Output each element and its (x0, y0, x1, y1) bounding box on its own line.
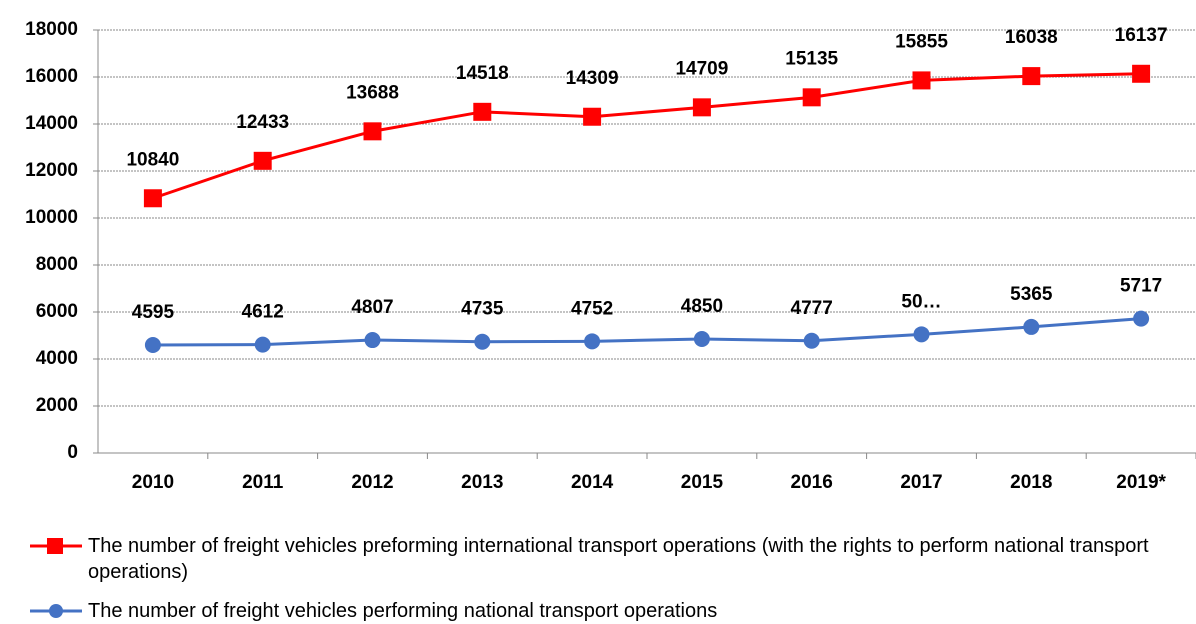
x-tick-label: 2019* (1116, 472, 1166, 493)
marker (803, 332, 820, 349)
y-tick-label: 4000 (36, 348, 78, 369)
x-tick-label: 2018 (1010, 472, 1052, 493)
marker (364, 332, 381, 349)
marker (692, 98, 711, 117)
y-tick-label: 8000 (36, 254, 78, 275)
value-label: 4850 (681, 296, 723, 317)
plot: 0 2000 4000 6000 8000 10000 12000 14000 16000 180… (25, 19, 1196, 493)
y-tick-label: 12000 (25, 160, 78, 181)
marker (1132, 64, 1151, 83)
x-tick-label: 2015 (681, 472, 724, 493)
marker (253, 151, 272, 170)
marker (1133, 310, 1150, 327)
legend-swatch (30, 604, 82, 618)
marker (254, 336, 271, 353)
legend-swatch (30, 538, 82, 554)
marker (802, 88, 821, 107)
value-label: 10840 (126, 149, 179, 170)
value-label: 4595 (132, 302, 175, 323)
value-label: 4735 (461, 299, 504, 320)
marker (473, 102, 492, 121)
marker (1022, 67, 1041, 86)
legend-item: The number of freight vehicles performin… (30, 598, 1150, 624)
value-label: 13688 (346, 82, 399, 103)
marker (1023, 318, 1040, 335)
marker (144, 337, 161, 354)
value-label: 5365 (1010, 284, 1053, 305)
y-tick-label: 0 (67, 442, 78, 463)
marker (584, 333, 601, 350)
x-tick-label: 2016 (791, 472, 833, 493)
value-label: 15855 (895, 31, 948, 52)
x-tick-label: 2012 (351, 472, 393, 493)
series-line (152, 72, 1142, 200)
marker (583, 107, 602, 126)
x-tick-label: 2010 (132, 472, 174, 493)
legend-item: The number of freight vehicles preformin… (30, 533, 1150, 585)
value-label: 16137 (1115, 25, 1168, 46)
value-label: 4777 (791, 298, 833, 319)
y-tick-label: 14000 (25, 113, 78, 134)
legend-label: The number of freight vehicles performin… (88, 600, 718, 622)
value-label: 5717 (1120, 276, 1162, 297)
x-tick-label: 2014 (571, 472, 614, 493)
value-label: 4752 (571, 298, 613, 319)
y-tick-label: 2000 (36, 395, 78, 416)
y-tick-label: 10000 (25, 207, 78, 228)
x-tick-label: 2013 (461, 472, 503, 493)
value-label: 50… (901, 291, 941, 312)
marker (474, 333, 491, 350)
value-label: 4807 (351, 297, 393, 318)
marker (363, 122, 382, 141)
y-tick-label: 18000 (25, 19, 78, 40)
y-tick-label: 6000 (36, 301, 78, 322)
x-tick-label: 2011 (242, 472, 284, 493)
value-label: 14709 (675, 58, 728, 79)
marker (143, 189, 162, 208)
series-line (152, 317, 1142, 347)
marker (913, 326, 930, 343)
y-tick-label: 16000 (25, 66, 78, 87)
x-tick-label: 2017 (900, 472, 942, 493)
marker (693, 331, 710, 348)
legend-label: The number of freight vehicles preformin… (88, 535, 1149, 583)
value-label: 4612 (242, 302, 284, 323)
value-label: 14309 (566, 68, 619, 89)
value-label: 12433 (236, 112, 289, 133)
value-label: 15135 (785, 48, 838, 69)
marker (912, 71, 931, 90)
value-label: 16038 (1005, 27, 1058, 48)
value-label: 14518 (456, 63, 509, 84)
